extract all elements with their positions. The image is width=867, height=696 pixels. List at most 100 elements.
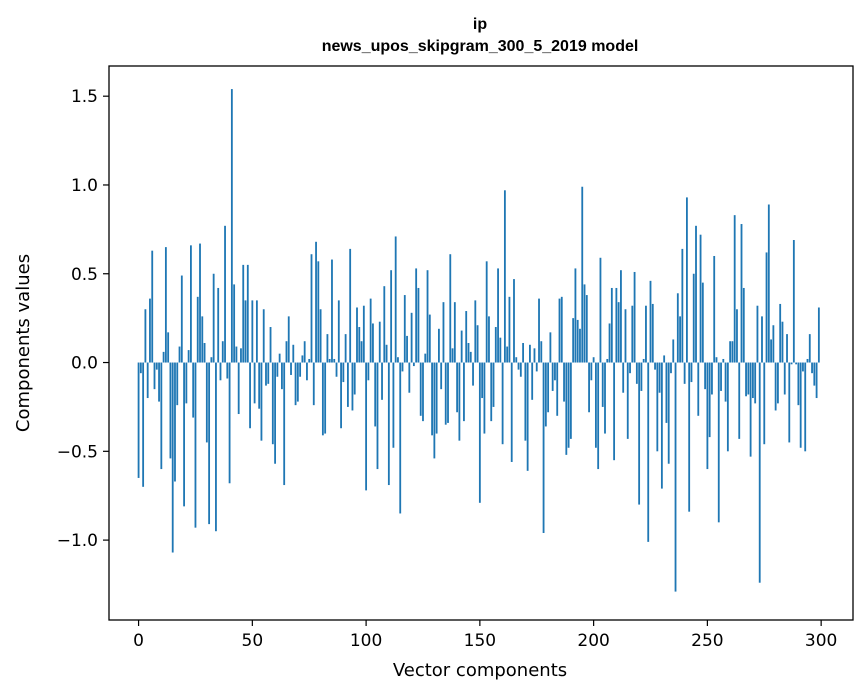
bar <box>670 362 672 374</box>
bar <box>453 302 456 363</box>
bar <box>215 362 217 532</box>
bar <box>224 225 226 363</box>
y-tick-label: 1.5 <box>71 87 98 107</box>
bar <box>276 362 279 377</box>
bar <box>169 362 172 459</box>
chart-title: ip <box>473 16 487 33</box>
bar <box>349 248 352 363</box>
x-tick-label: 150 <box>464 631 496 651</box>
bar <box>804 362 807 452</box>
bar <box>811 362 813 374</box>
bar <box>476 325 479 363</box>
bar <box>647 362 650 542</box>
bar <box>306 362 308 381</box>
bar <box>369 298 372 363</box>
bar <box>638 362 641 505</box>
bar <box>447 362 449 423</box>
bar <box>497 268 499 363</box>
bar <box>751 362 754 399</box>
bar <box>353 362 356 395</box>
bar <box>715 357 718 363</box>
bar <box>560 296 563 363</box>
bar <box>155 362 158 370</box>
y-axis-label: Components values <box>13 254 34 432</box>
bar <box>385 344 388 363</box>
bar <box>342 362 345 383</box>
bar <box>681 248 684 363</box>
bar <box>344 334 347 363</box>
bar <box>296 362 299 402</box>
bar <box>608 323 611 363</box>
bar <box>745 362 747 397</box>
bar <box>547 362 550 413</box>
bar <box>817 307 820 363</box>
bar <box>194 362 197 528</box>
bar <box>192 362 195 418</box>
bar <box>242 264 245 363</box>
bar <box>235 346 238 363</box>
bar <box>749 362 752 457</box>
bar <box>262 309 265 363</box>
bar <box>315 241 317 363</box>
bar <box>488 316 490 363</box>
bar <box>567 362 570 448</box>
bar <box>358 327 361 363</box>
bar <box>176 362 179 406</box>
bar <box>615 287 618 363</box>
bar <box>756 305 759 363</box>
x-tick-label: 50 <box>242 631 264 651</box>
bar <box>501 362 504 445</box>
bar <box>499 337 502 363</box>
bar <box>792 240 795 363</box>
bar <box>153 362 156 390</box>
bar <box>704 362 707 390</box>
bar <box>167 332 170 363</box>
bar <box>519 362 522 377</box>
bar <box>403 295 406 363</box>
bar <box>219 362 222 381</box>
bar <box>754 362 757 404</box>
bar <box>695 225 697 363</box>
bar <box>510 362 513 462</box>
bar <box>442 302 445 363</box>
y-tick-label: −0.5 <box>57 442 98 462</box>
bar <box>469 351 472 363</box>
bar <box>774 362 777 411</box>
bar <box>160 362 163 470</box>
bar <box>205 362 208 443</box>
bar <box>522 343 524 363</box>
bar <box>230 89 233 363</box>
bar <box>563 362 565 402</box>
bar <box>201 316 204 363</box>
bar <box>813 362 816 386</box>
bar <box>422 362 424 422</box>
bar <box>190 245 192 363</box>
bar <box>676 293 679 363</box>
bar <box>569 362 572 439</box>
bar <box>158 362 160 402</box>
bar <box>790 362 793 365</box>
bar <box>144 309 147 363</box>
bar <box>433 362 436 459</box>
bar <box>260 362 263 441</box>
bar <box>802 362 804 372</box>
bar <box>249 362 251 429</box>
bar <box>255 300 258 363</box>
bar <box>372 323 374 363</box>
bar <box>617 302 620 363</box>
bar <box>585 295 588 363</box>
bar <box>729 341 732 363</box>
bar <box>795 362 798 365</box>
bar <box>419 362 422 416</box>
x-axis-ticks: 0 50 100 150 200 250 300 <box>133 620 837 651</box>
bar <box>319 309 322 363</box>
bar <box>467 343 470 363</box>
bar <box>465 311 468 363</box>
bar <box>362 305 365 363</box>
bar <box>376 362 379 470</box>
bar <box>401 362 404 372</box>
bar <box>663 355 666 363</box>
bar <box>658 362 661 393</box>
bar <box>221 341 224 363</box>
bar <box>164 247 167 363</box>
